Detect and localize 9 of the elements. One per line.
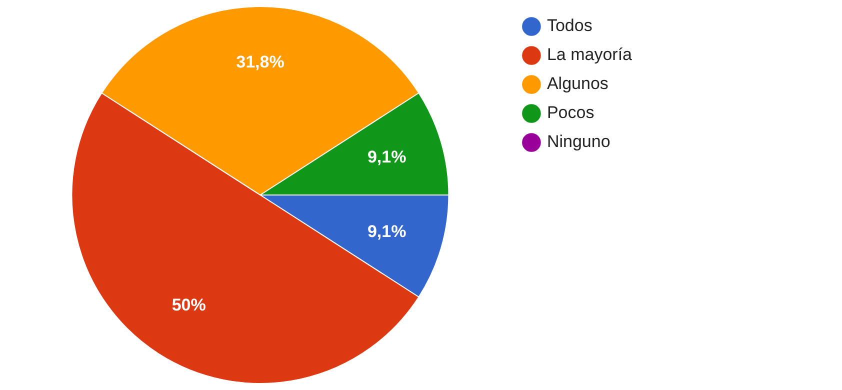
- legend-label: Pocos: [546, 103, 594, 122]
- data-label: 9,1%: [367, 222, 406, 241]
- legend-label: Algunos: [546, 74, 608, 94]
- data-label: 50%: [172, 296, 206, 315]
- legend-label: Ninguno: [546, 132, 610, 152]
- data-label: 9,1%: [367, 147, 406, 166]
- legend-label: La mayoría: [546, 45, 633, 64]
- data-label: 31,8%: [236, 52, 284, 72]
- legend-label: Todos: [546, 16, 592, 36]
